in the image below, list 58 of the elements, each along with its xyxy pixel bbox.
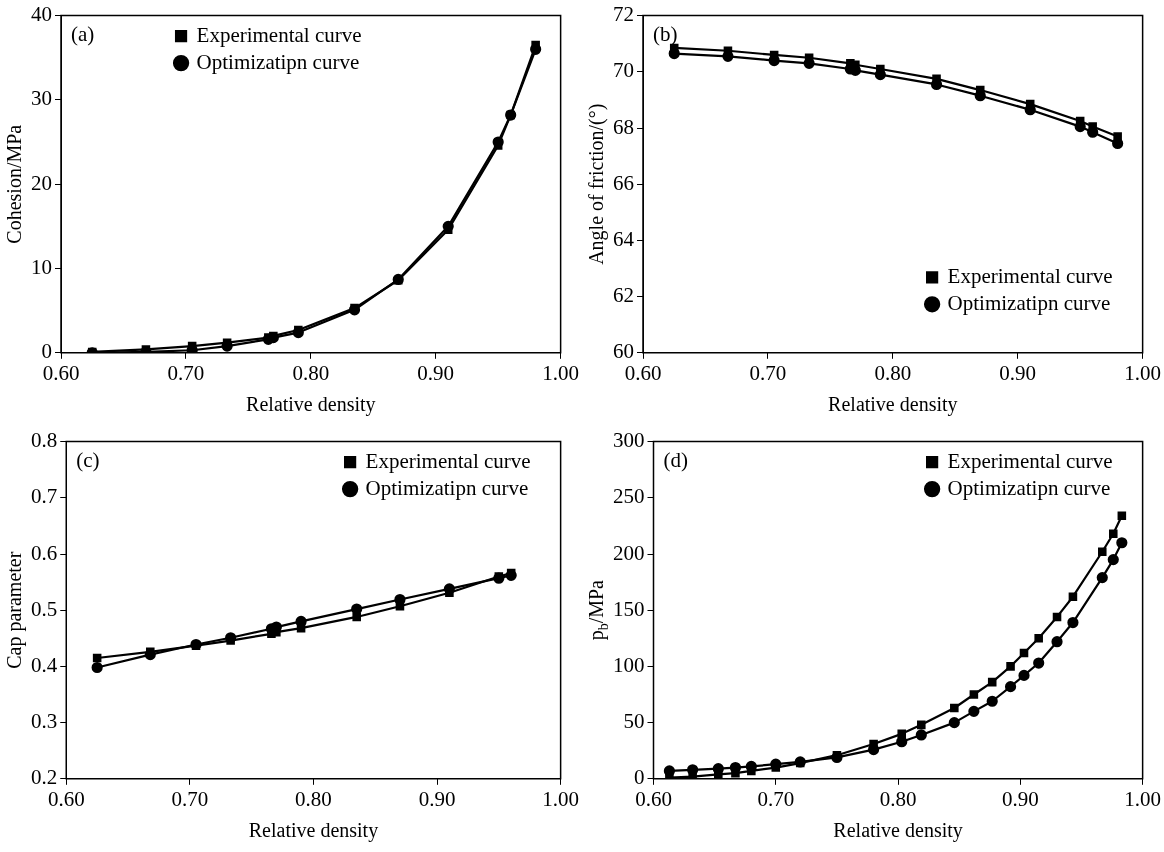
x-tick-label: 0.90 (999, 360, 1037, 385)
x-tick-label: 0.90 (417, 360, 455, 385)
y-tick-label: 250 (613, 484, 645, 509)
y-tick-label: 0.3 (31, 709, 58, 734)
y-tick-label: 0.7 (31, 484, 58, 509)
y-tick-label: 68 (613, 114, 634, 139)
x-tick-label: 1.00 (542, 786, 579, 811)
x-tick-label: 0.90 (1001, 786, 1039, 811)
y-tick-label: 62 (613, 283, 634, 308)
y-tick-label: 70 (613, 58, 634, 83)
y-tick-label: 64 (613, 226, 635, 251)
y-tick-label: 66 (613, 170, 634, 195)
x-tick-label: 0.80 (292, 360, 330, 385)
x-tick-label: 0.70 (171, 786, 209, 811)
x-tick-label: 0.70 (167, 360, 205, 385)
x-axis-title: Relative density (833, 819, 963, 843)
legend-label: Experimental curve (365, 448, 531, 473)
x-axis-title: Relative density (246, 393, 376, 417)
annotation: (d) (663, 448, 688, 473)
legend-label: Optimizatipn curve (947, 475, 1111, 500)
annotation: (a) (71, 22, 95, 47)
legend-label: Optimizatipn curve (365, 475, 529, 500)
x-tick-label: 0.80 (295, 786, 332, 811)
x-tick-label: 0.80 (874, 360, 912, 385)
y-tick-label: 100 (613, 652, 645, 677)
x-tick-label: 0.80 (879, 786, 917, 811)
legend-label: Experimental curve (947, 263, 1113, 288)
x-axis-title: Relative density (248, 819, 379, 843)
annotation: (c) (76, 448, 100, 473)
y-tick-label: 50 (623, 709, 645, 734)
x-tick-label: 0.70 (757, 786, 795, 811)
y-tick-label: 40 (31, 2, 52, 27)
x-tick-label: 0.90 (418, 786, 456, 811)
y-tick-label: 0.5 (31, 596, 58, 621)
x-tick-label: 0.70 (749, 360, 787, 385)
y-axis-title: pb/MPa (585, 579, 611, 641)
x-tick-label: 1.00 (1124, 360, 1161, 385)
y-tick-label: 150 (613, 596, 645, 621)
legend-label: Experimental curve (947, 448, 1113, 473)
x-tick-label: 1.00 (1124, 786, 1161, 811)
y-tick-label: 300 (613, 428, 645, 453)
y-tick-label: 10 (31, 255, 52, 280)
legend-label: Optimizatipn curve (947, 290, 1111, 315)
x-axis-title: Relative density (828, 393, 958, 417)
y-tick-label: 0.4 (31, 652, 58, 677)
y-tick-label: 0.6 (31, 540, 58, 565)
y-tick-label: 20 (31, 170, 52, 195)
y-tick-label: 200 (613, 540, 645, 565)
y-tick-label: 72 (613, 2, 634, 27)
legend-label: Optimizatipn curve (196, 49, 360, 74)
y-tick-label: 30 (31, 86, 52, 111)
y-tick-label: 0.8 (31, 428, 58, 453)
annotation: (b) (653, 22, 678, 47)
y-axis-title: Angle of friction/(°) (585, 103, 609, 265)
legend-label: Experimental curve (196, 22, 362, 47)
y-axis-title: Cap parameter (3, 551, 27, 669)
x-tick-label: 1.00 (542, 360, 579, 385)
y-axis-title: Cohesion/MPa (3, 124, 26, 244)
